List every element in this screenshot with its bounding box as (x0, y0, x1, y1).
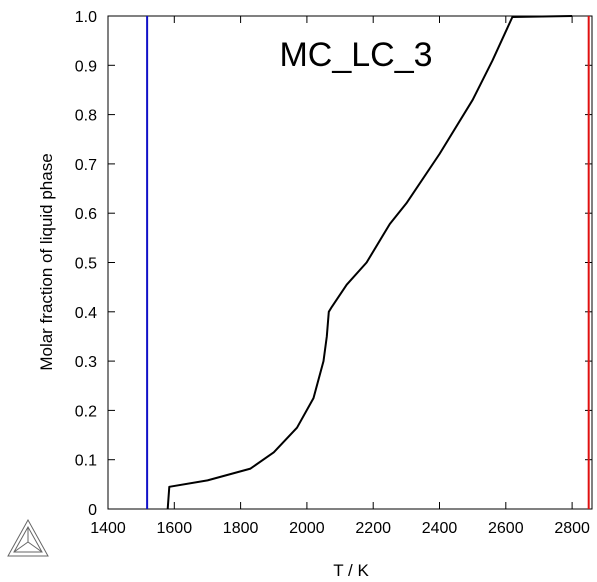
triangle-logo-icon (7, 518, 49, 557)
x-tick-label: 2400 (422, 520, 458, 537)
y-tick-label: 1.0 (75, 9, 97, 26)
x-tick-label: 2800 (554, 520, 590, 537)
x-tick-label: 2600 (488, 520, 524, 537)
y-tick-label: 0.6 (75, 206, 97, 223)
y-tick-label: 0.4 (75, 305, 97, 322)
y-tick-label: 0.2 (75, 403, 97, 420)
series-line (166, 15, 573, 510)
x-tick-label: 2000 (289, 520, 325, 537)
y-tick-label: 0 (88, 502, 97, 519)
y-tick-label: 0.9 (75, 58, 97, 75)
annotation-label: MC_LC_3 (279, 36, 432, 74)
plot-frame (107, 15, 593, 510)
y-tick-label: 0.3 (75, 354, 97, 371)
x-tick-label: 1600 (157, 520, 193, 537)
axis-ticks: 1400 1600 1800 2000 2200 2400 2600 2800 0 0.1 0.2 0… (75, 9, 592, 537)
x-tick-label: 1400 (90, 520, 126, 537)
y-tick-label: 0.5 (75, 256, 97, 273)
x-tick-label: 1800 (223, 520, 259, 537)
y-tick-label: 0.8 (75, 108, 97, 125)
series-group (166, 15, 573, 510)
reference-lines (146, 16, 590, 509)
y-tick-label: 0.7 (75, 157, 97, 174)
y-axis-label: Molar fraction of liquid phase (37, 153, 56, 370)
y-tick-label: 0.1 (75, 453, 97, 470)
x-tick-label: 2200 (355, 520, 391, 537)
x-axis-label: T / K (333, 561, 369, 580)
